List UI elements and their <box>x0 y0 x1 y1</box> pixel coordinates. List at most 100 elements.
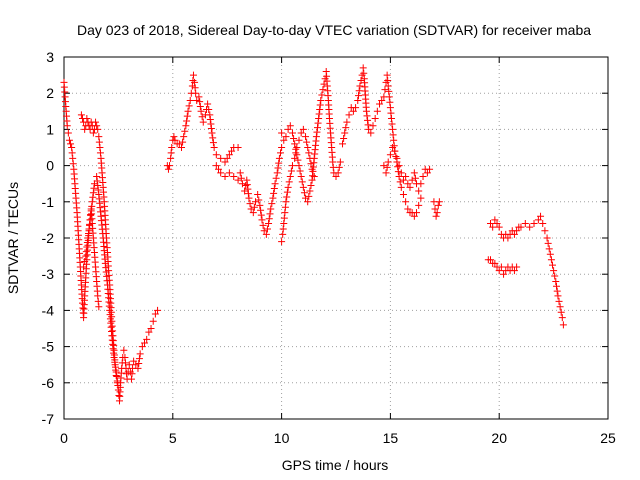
data-point <box>359 64 367 72</box>
data-point <box>251 198 259 206</box>
data-point <box>191 84 199 92</box>
data-point <box>354 96 362 104</box>
data-point <box>544 239 552 247</box>
data-point <box>545 245 553 253</box>
data-point <box>495 267 503 275</box>
data-point <box>135 355 143 363</box>
data-point <box>290 134 298 142</box>
x-axis-label: GPS time / hours <box>282 457 389 473</box>
data-point <box>83 239 91 247</box>
data-point <box>205 105 213 113</box>
data-point <box>329 158 337 166</box>
y-tick-label: -6 <box>42 375 55 391</box>
data-point <box>426 165 434 173</box>
data-point <box>217 154 225 162</box>
data-point <box>225 151 233 159</box>
data-point <box>537 212 545 220</box>
data-point <box>95 138 103 146</box>
data-point <box>257 206 265 214</box>
data-point <box>94 186 102 194</box>
data-point <box>88 198 96 206</box>
data-point <box>295 136 303 144</box>
data-point <box>389 131 397 139</box>
y-tick-label: 3 <box>46 49 54 65</box>
data-point <box>513 263 521 271</box>
data-point <box>292 145 300 153</box>
data-point <box>267 205 275 213</box>
data-point <box>193 96 201 104</box>
data-point <box>234 176 242 184</box>
data-point <box>415 187 423 195</box>
data-point <box>411 174 419 182</box>
data-point <box>371 115 379 123</box>
data-point <box>185 102 193 110</box>
data-point <box>391 147 399 155</box>
data-point <box>286 172 294 180</box>
data-point <box>356 82 364 90</box>
data-point <box>526 223 534 231</box>
data-point <box>275 159 283 167</box>
data-point <box>288 162 296 170</box>
data-point <box>80 263 88 271</box>
data-point <box>294 156 302 164</box>
data-point <box>495 223 503 231</box>
data-point <box>313 128 321 136</box>
data-point <box>182 122 190 130</box>
data-point <box>489 223 497 231</box>
data-point <box>204 100 212 108</box>
data-point <box>431 205 439 213</box>
data-point <box>83 115 91 123</box>
data-point <box>293 144 301 151</box>
data-point <box>384 77 392 85</box>
data-point <box>189 71 197 79</box>
y-tick-label: 2 <box>46 85 54 101</box>
data-point <box>555 297 563 305</box>
data-point <box>115 391 123 399</box>
data-point <box>278 129 286 137</box>
data-point <box>284 125 292 133</box>
data-point <box>166 162 174 170</box>
data-point <box>243 176 251 184</box>
data-point <box>136 350 144 358</box>
data-point <box>83 243 91 251</box>
x-tick-label: 5 <box>169 430 177 446</box>
data-point <box>336 158 344 166</box>
data-point <box>357 77 365 85</box>
data-point <box>521 220 529 228</box>
data-point <box>302 194 310 202</box>
data-point <box>380 162 388 170</box>
data-point <box>147 325 155 332</box>
data-point <box>404 180 412 188</box>
data-point <box>282 133 290 141</box>
data-point <box>389 144 397 151</box>
data-point <box>170 133 178 141</box>
data-point <box>210 144 218 151</box>
data-point <box>198 113 206 121</box>
data-point <box>249 209 257 217</box>
data-point <box>89 193 97 201</box>
data-point <box>95 133 103 141</box>
data-point <box>373 107 381 115</box>
data-point <box>121 359 129 367</box>
data-point <box>191 78 199 86</box>
data-point <box>287 167 295 175</box>
data-point <box>113 372 121 380</box>
data-point <box>497 263 505 271</box>
data-point <box>121 353 129 361</box>
data-point <box>392 153 400 161</box>
data-point <box>432 212 440 220</box>
data-point <box>280 136 288 144</box>
data-point <box>242 182 250 190</box>
data-point <box>145 328 153 336</box>
data-point <box>435 198 443 206</box>
data-point <box>312 133 320 141</box>
data-point <box>550 267 558 275</box>
data-point <box>300 189 308 197</box>
data-point <box>65 136 73 144</box>
data-point <box>491 259 499 267</box>
data-point <box>291 154 299 162</box>
data-point <box>270 189 278 197</box>
data-point <box>317 96 325 104</box>
data-point <box>553 282 561 290</box>
data-point <box>554 292 562 300</box>
